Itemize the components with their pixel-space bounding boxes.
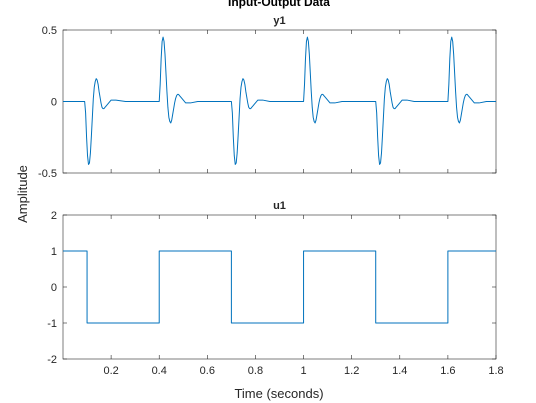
u1-ytick-label: -2	[47, 354, 57, 366]
y-axis-label: Amplitude	[15, 165, 30, 223]
u1-axes-box	[62, 214, 497, 360]
y1-ytick-label: 0.5	[42, 25, 57, 37]
u1-ytick-label: 2	[51, 210, 57, 222]
y1-ytick-label: -0.5	[38, 168, 57, 180]
xtick-label: 0.6	[200, 365, 215, 377]
y1-series-line	[63, 36, 496, 165]
xtick-label: 1.2	[344, 365, 359, 377]
xtick-label: 0.4	[152, 365, 167, 377]
xtick-label: 1	[300, 365, 306, 377]
y1-panel: y1 -0.5 0 0.5	[38, 15, 497, 180]
xtick-label: 1.8	[488, 365, 503, 377]
u1-series-line	[63, 250, 496, 324]
x-axis-label: Time (seconds)	[234, 386, 323, 401]
u1-panel-title: u1	[273, 200, 286, 212]
xtick-label: 1.6	[440, 365, 455, 377]
u1-ytick-label: 0	[51, 282, 57, 294]
figure-title: Input-Output Data	[228, 0, 330, 9]
y1-panel-title: y1	[273, 15, 285, 27]
u1-ytick-label: 1	[51, 246, 57, 258]
xtick-label: 0.8	[248, 365, 263, 377]
xtick-label: 0.2	[103, 365, 118, 377]
u1-ytick-label: -1	[47, 318, 57, 330]
xtick-label: 1.4	[392, 365, 407, 377]
u1-panel: u1 -2 -1 0 1 2 0.2 0.4 0.6 0.8 1 1.2 1.4 1.6 1.8	[47, 200, 503, 377]
y1-ytick-label: 0	[51, 97, 57, 109]
